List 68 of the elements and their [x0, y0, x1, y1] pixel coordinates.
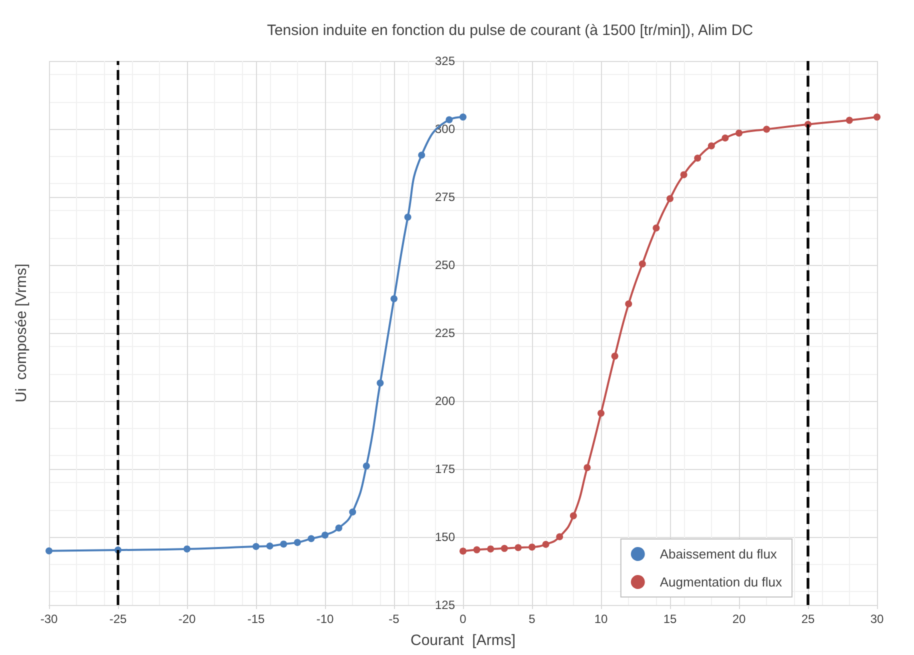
y-tick-label: 250: [434, 258, 456, 272]
chart-title: Tension induite en fonction du pulse de courant (à 1500 [tr/min]), Alim DC: [266, 22, 754, 39]
point: [542, 540, 550, 548]
x-tick-label: 10: [594, 612, 608, 626]
point: [487, 545, 494, 552]
point: [500, 544, 508, 552]
y-axis-title: Ui composée [Vrms]: [13, 264, 30, 402]
legend-label: Augmentation du flux: [660, 574, 782, 590]
point: [266, 542, 274, 550]
x-tick-label: 30: [870, 612, 884, 626]
y-tick-label: 125: [434, 598, 456, 612]
point: [376, 380, 384, 387]
point: [570, 512, 577, 520]
x-tick-label: -20: [178, 612, 196, 626]
point: [460, 548, 466, 555]
x-tick-label: -5: [388, 612, 400, 626]
point: [252, 543, 260, 550]
point: [666, 195, 674, 202]
point: [680, 171, 688, 178]
x-tick-label: -30: [40, 612, 58, 626]
point: [184, 545, 190, 552]
y-tick-label: 325: [434, 54, 456, 68]
point: [722, 134, 729, 142]
point: [404, 214, 412, 221]
point: [335, 524, 342, 532]
y-tick-label: 275: [434, 190, 456, 204]
point: [584, 464, 591, 472]
x-tick-label: -15: [247, 612, 265, 626]
point: [736, 130, 742, 137]
x-tick-label: -10: [316, 612, 334, 626]
point: [322, 532, 328, 539]
y-tick-label: 150: [434, 530, 456, 544]
point: [514, 544, 522, 552]
y-tick-label: 175: [434, 462, 456, 476]
x-tick-label: 25: [801, 612, 815, 626]
x-tick-label: 5: [528, 612, 536, 626]
point: [638, 260, 646, 268]
y-tick-label: 300: [434, 122, 456, 136]
point: [46, 547, 52, 554]
legend-label: Abaissement du flux: [660, 546, 778, 562]
point: [625, 300, 632, 308]
point: [708, 142, 715, 150]
y-tick-label: 225: [434, 326, 456, 340]
x-tick-label: 0: [460, 612, 467, 626]
x-tick-label: 15: [663, 612, 677, 626]
point: [846, 116, 853, 124]
x-tick-label: 20: [732, 612, 746, 626]
point: [308, 535, 315, 542]
point: [598, 410, 604, 417]
x-tick-label: -25: [109, 612, 127, 626]
point: [473, 546, 480, 554]
point: [652, 224, 660, 232]
point: [460, 114, 466, 121]
y-tick-label: 200: [434, 394, 456, 408]
point: [528, 544, 536, 551]
point: [694, 154, 702, 162]
point: [446, 116, 453, 124]
x-axis-title: Courant [Arms]: [410, 632, 516, 649]
point: [418, 152, 426, 159]
point: [611, 352, 618, 360]
point: [556, 533, 564, 540]
point: [349, 508, 356, 516]
point: [874, 114, 880, 121]
point: [390, 295, 398, 302]
point: [362, 462, 370, 470]
point: [763, 126, 770, 133]
point: [280, 540, 288, 548]
point: [294, 538, 301, 546]
